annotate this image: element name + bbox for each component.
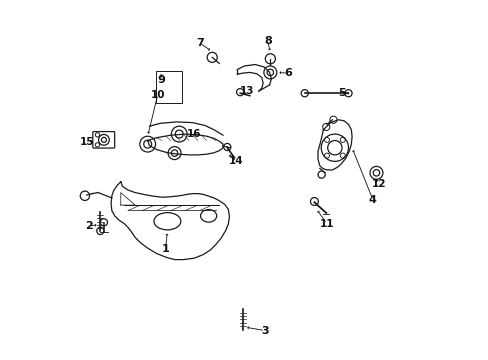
Text: 2: 2 — [84, 221, 92, 231]
Text: 3: 3 — [261, 325, 268, 336]
Text: 13: 13 — [240, 86, 254, 96]
Text: 7: 7 — [195, 38, 203, 48]
Text: 12: 12 — [371, 179, 386, 189]
Text: 10: 10 — [150, 90, 164, 100]
Text: 5: 5 — [338, 88, 345, 98]
Text: 6: 6 — [284, 68, 292, 78]
Text: 11: 11 — [319, 219, 333, 229]
Text: 15: 15 — [80, 138, 95, 147]
Text: 1: 1 — [162, 244, 169, 254]
Text: 9: 9 — [157, 75, 165, 85]
Text: 4: 4 — [368, 195, 376, 205]
Text: 8: 8 — [264, 36, 271, 46]
Text: 16: 16 — [187, 129, 201, 139]
Text: 14: 14 — [229, 156, 244, 166]
